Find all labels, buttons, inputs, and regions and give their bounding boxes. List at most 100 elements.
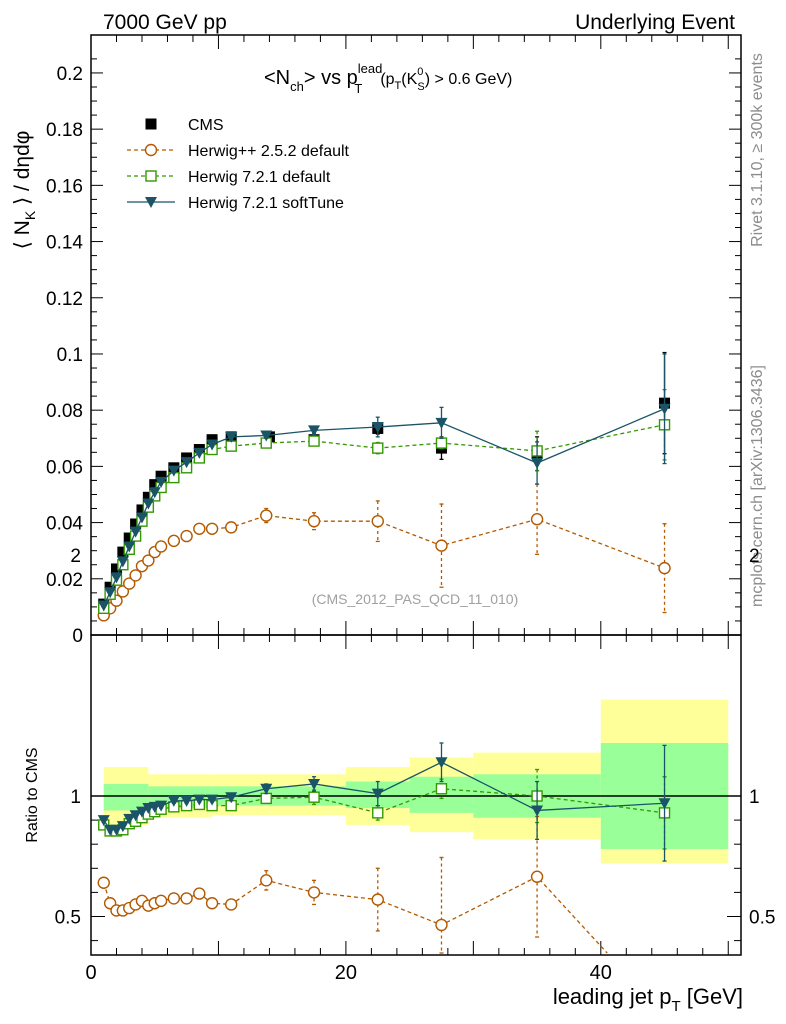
main-axis-ticks (90, 35, 741, 636)
x-tick-label: 20 (335, 962, 357, 984)
main-series-1 (97, 483, 671, 622)
ratio-data-point (260, 874, 273, 887)
ratio-inner-band (103, 783, 149, 811)
ratio-data-point (371, 788, 384, 800)
main-data-point (193, 522, 206, 535)
main-data-point (155, 476, 168, 488)
main-data-point (435, 417, 448, 429)
ratio-data-point (180, 795, 193, 807)
main-data-point (110, 563, 122, 575)
legend-marker (145, 118, 157, 130)
legend-label: Herwig++ 2.5.2 default (188, 143, 350, 160)
ratio-y-tick-label-right: 2 (749, 546, 760, 567)
main-data-point (167, 465, 180, 477)
ratio-plot-frame (90, 634, 742, 956)
ratio-data-point (530, 870, 544, 883)
ylabel-k: K (22, 210, 38, 220)
ratio-data-point (193, 794, 206, 806)
main-data-point (225, 431, 238, 443)
main-data-point (307, 514, 321, 528)
ratio-data-point (180, 892, 193, 905)
main-data-point (142, 554, 155, 567)
main-data-point (205, 522, 219, 535)
main-series-line (103, 424, 665, 609)
x-tick-label: 40 (590, 962, 612, 984)
main-data-point (110, 572, 123, 584)
main-data-point (130, 518, 142, 530)
ratio-data-point (435, 918, 448, 932)
xlabel-unit: [GeV] (681, 984, 743, 1009)
ratio-series-2 (97, 742, 671, 862)
main-data-point (371, 422, 384, 434)
title-part-cut-t: T (395, 80, 402, 92)
title-part-cut-ks: S (417, 81, 424, 93)
main-y-tick-label: 0.02 (46, 570, 83, 591)
main-data-point (371, 514, 384, 528)
legend: CMS Herwig++ 2.5.2 default Herwig 7.2.1 de… (127, 117, 350, 212)
ratio-tick-labels: 0.5 0.51 12 20 20 40 (55, 546, 776, 984)
ratio-data-point (435, 783, 448, 795)
ratio-y-tick-label: 1 (70, 787, 81, 808)
main-y-axis-label: ⟨ NK ⟩ / dηdφ (11, 131, 38, 250)
ratio-data-point (531, 805, 544, 817)
ratio-data-point (307, 886, 321, 899)
main-y-tick-label: 0.16 (46, 176, 83, 197)
ratio-data-point (154, 894, 168, 908)
main-y-tick-labels: 0 0.02 0.04 0.06 0.08 0.1 0.12 0.14 0.16 0.18 0.2 (46, 64, 83, 647)
main-y-tick-label: 0.08 (46, 401, 83, 422)
rivet-label: Rivet 3.1.10, ≥ 300k events (749, 53, 766, 247)
title-part-cut-p: (p (380, 71, 394, 88)
main-y-tick-label: 0.14 (46, 233, 83, 254)
xlabel-text: leading jet p (553, 984, 672, 1009)
main-y-tick-label: 0 (72, 626, 83, 647)
title-part-cut-value: ) > 0.6 GeV) (425, 71, 513, 88)
main-data-point (135, 512, 148, 524)
ratio-data-point (260, 792, 272, 805)
title-part-n: <N (264, 67, 290, 89)
analysis-tag: (CMS_2012_PAS_QCD_11_010) (312, 591, 519, 607)
title-part-lead: lead (358, 61, 383, 76)
legend-marker (144, 143, 158, 157)
x-tick-label: 0 (85, 962, 96, 984)
x-axis-label: leading jet pT [GeV] (553, 984, 743, 1015)
main-data-point (155, 470, 167, 482)
main-series-2 (98, 389, 671, 615)
main-data-point (658, 403, 671, 415)
main-plot-title: <Nch> vs plead T(pT(K0 S) > 0.6 GeV) (264, 61, 512, 96)
ratio-data-point (308, 778, 321, 790)
legend-marker (145, 197, 157, 208)
main-data-point (129, 569, 142, 582)
main-data-point (372, 442, 384, 454)
ratio-data-point (435, 757, 448, 769)
ratio-y-axis-label: Ratio to CMS (24, 747, 41, 842)
main-data-point (123, 541, 136, 553)
ylabel-rest: ⟩ / dηdφ (11, 131, 34, 211)
main-data-point (435, 437, 448, 449)
title-part-ch: ch (290, 79, 304, 94)
process-label: Underlying Event (575, 11, 735, 34)
ratio-data-point (129, 810, 142, 822)
ratio-data-point (225, 792, 238, 804)
ratio-series-line (103, 875, 608, 954)
ratio-data-point (308, 791, 320, 803)
ratio-data-point (167, 795, 180, 807)
main-data-point (123, 532, 135, 544)
main-y-tick-label: 0.04 (46, 514, 83, 535)
ratio-plot-panel: 0.5 0.51 12 20 20 40 Ratio to CMS leading jet… (24, 546, 775, 1015)
main-series-line (103, 408, 665, 606)
ratio-data-point (371, 893, 384, 906)
title-part-cut-k: (K (401, 71, 417, 88)
ratio-series-layer (97, 742, 671, 954)
main-data-point (117, 546, 129, 558)
main-data-point (260, 430, 273, 442)
title-part-t: T (354, 81, 362, 96)
main-data-point (308, 425, 321, 437)
title-part-vs-p: > vs p (304, 67, 358, 89)
xlabel-t: T (671, 998, 680, 1015)
ratio-y-tick-label: 2 (70, 546, 81, 567)
main-data-point (142, 491, 154, 503)
main-data-point (123, 577, 136, 590)
ratio-data-point (123, 813, 136, 825)
ratio-y-tick-label: 0.5 (55, 908, 81, 929)
